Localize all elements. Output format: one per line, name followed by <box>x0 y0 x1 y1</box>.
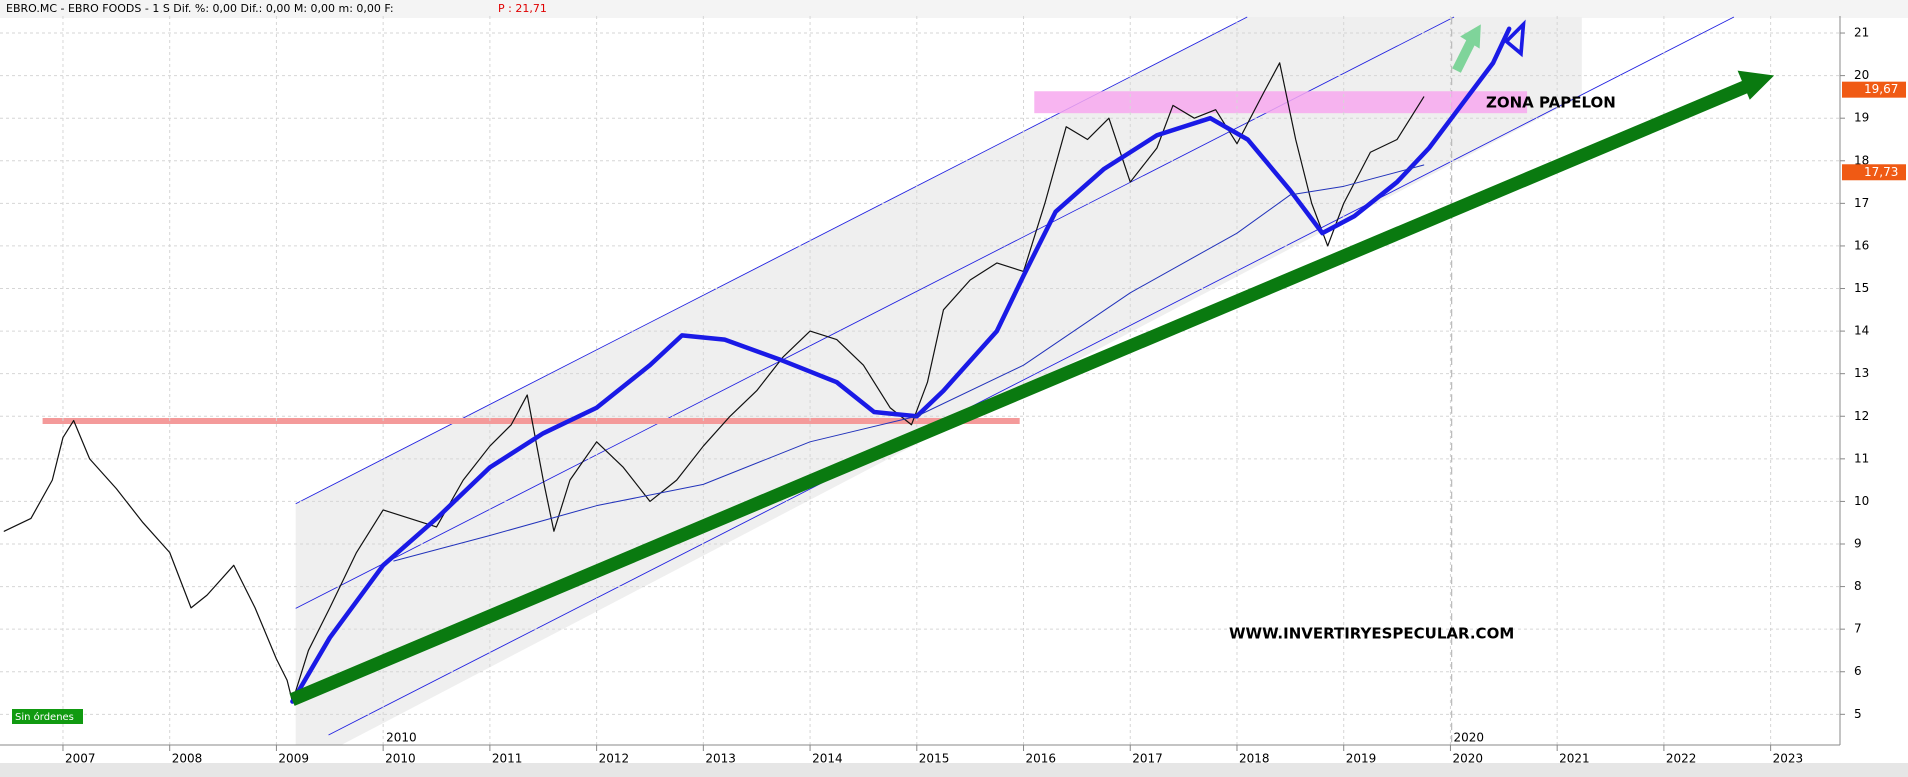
y-tick-label: 6 <box>1854 664 1862 678</box>
up-arrowhead <box>1460 24 1481 49</box>
price-line <box>393 164 1425 562</box>
header-bar <box>0 0 1908 18</box>
y-tick-label: 8 <box>1854 579 1862 593</box>
resistance-zone <box>1034 91 1528 114</box>
status-text: Sin órdenes <box>15 711 74 723</box>
scrollbar <box>0 763 1908 777</box>
x-tick-label: 2023 <box>1773 752 1804 766</box>
arrows <box>289 19 1775 706</box>
x-tick-label: 2019 <box>1346 752 1377 766</box>
x-tick-label: 2009 <box>278 752 309 766</box>
y-tick-label: 11 <box>1854 451 1869 465</box>
y-tick-label: 19 <box>1854 111 1869 125</box>
y-tick-label: 5 <box>1854 707 1862 721</box>
price-tag <box>1842 164 1906 181</box>
price-tag-label: 19,67 <box>1864 82 1898 96</box>
y-tick-label: 13 <box>1854 366 1869 380</box>
blue-arrowhead <box>1503 19 1526 58</box>
channel-line <box>295 16 1455 609</box>
price-tag-label: 17,73 <box>1864 165 1898 179</box>
y-tick-label: 21 <box>1854 26 1869 40</box>
price-line <box>290 26 1512 704</box>
y-tick-label: 20 <box>1854 68 1869 82</box>
x-tick-label: 2013 <box>705 752 736 766</box>
x-tick-label: 2018 <box>1239 752 1270 766</box>
x-tick-label: 2007 <box>65 752 96 766</box>
channel-line <box>328 16 1735 736</box>
price-tag <box>1842 81 1906 98</box>
y-tick-label: 7 <box>1854 622 1862 636</box>
y-tick-label: 16 <box>1854 238 1869 252</box>
x-tick-label: 2016 <box>1026 752 1057 766</box>
zone-label: ZONA PAPELON <box>1486 94 1616 112</box>
status-box <box>12 709 83 724</box>
y-tick-label: 17 <box>1854 196 1869 210</box>
x-tick-label: 2020 <box>1452 752 1483 766</box>
x-tick-label: 2021 <box>1559 752 1590 766</box>
x-tick-label: 2008 <box>172 752 203 766</box>
header-price: P : 21,71 <box>498 2 547 15</box>
trend-arrow <box>289 77 1755 706</box>
decade-label: 2020 <box>1453 731 1484 745</box>
up-arrow <box>1452 36 1477 73</box>
header-text: EBRO.MC - EBRO FOODS - 1 S Dif. %: 0,00 … <box>6 2 394 15</box>
x-tick-label: 2012 <box>599 752 630 766</box>
x-tick-label: 2010 <box>385 752 416 766</box>
y-tick-label: 14 <box>1854 324 1869 338</box>
decade-label: 2010 <box>386 731 417 745</box>
price-line <box>3 62 1425 703</box>
x-tick-label: 2017 <box>1132 752 1163 766</box>
y-tick-label: 12 <box>1854 409 1869 423</box>
x-tick-label: 2015 <box>919 752 950 766</box>
y-tick-label: 15 <box>1854 281 1869 295</box>
x-tick-label: 2022 <box>1666 752 1697 766</box>
y-tick-label: 9 <box>1854 537 1862 551</box>
y-tick-label: 10 <box>1854 494 1869 508</box>
trend-arrowhead <box>1737 70 1775 100</box>
x-tick-label: 2011 <box>492 752 523 766</box>
plot <box>0 16 1840 745</box>
watermark: WWW.INVERTIRYESPECULAR.COM <box>1229 625 1514 643</box>
y-tick-label: 18 <box>1854 153 1869 167</box>
x-tick-label: 2014 <box>812 752 843 766</box>
